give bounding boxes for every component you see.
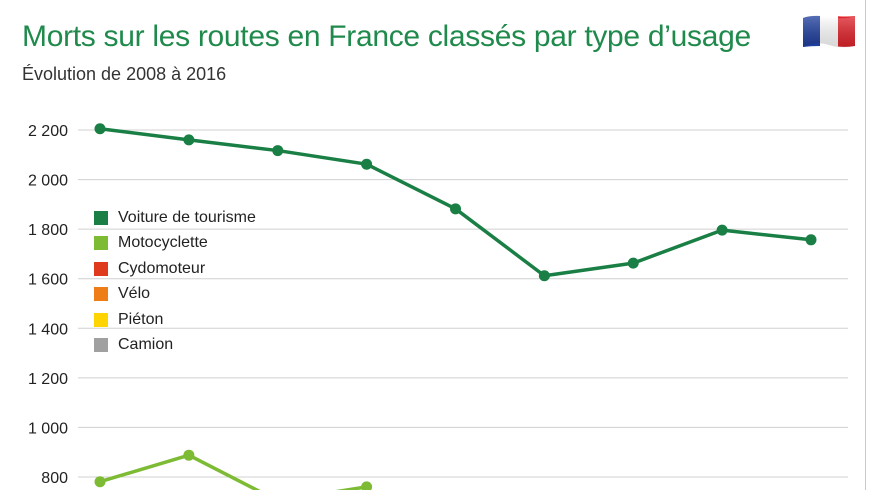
legend-swatch: [94, 261, 108, 276]
legend-swatch: [94, 338, 108, 353]
data-point-voiture-de-tourisme: [538, 270, 550, 282]
legend-item-pieton: Piéton: [94, 307, 256, 333]
legend-swatch: [94, 210, 108, 225]
chart-legend: Voiture de tourisme Motocyclette Cydomot…: [94, 205, 256, 358]
data-point-motocyclette: [361, 481, 373, 490]
data-point-motocyclette: [183, 449, 195, 461]
y-tick-label: 1 600: [28, 272, 68, 289]
legend-item-motocyclette: Motocyclette: [94, 231, 256, 257]
legend-swatch: [94, 287, 108, 302]
y-tick-label: 800: [41, 470, 68, 487]
y-tick-label: 2 200: [28, 123, 68, 140]
y-tick-label: 1 400: [28, 321, 68, 338]
data-point-voiture-de-tourisme: [450, 203, 461, 215]
legend-swatch: [94, 236, 108, 251]
legend-item-camion: Camion: [94, 333, 256, 359]
legend-swatch: [94, 312, 108, 327]
legend-item-cyclomoteur: Cydomoteur: [94, 256, 256, 282]
data-point-voiture-de-tourisme: [361, 158, 373, 170]
data-point-voiture-de-tourisme: [94, 123, 106, 135]
legend-label: Piéton: [118, 310, 164, 328]
y-tick-label: 1 800: [28, 222, 68, 239]
legend-item-velo: Vélo: [94, 282, 256, 308]
y-tick-label: 1 200: [28, 371, 68, 388]
chart-subtitle: Évolution de 2008 à 2016: [22, 64, 227, 84]
legend-label: Voiture de tourisme: [118, 208, 256, 226]
data-point-voiture-de-tourisme: [716, 224, 728, 236]
data-point-voiture-de-tourisme: [805, 234, 817, 246]
legend-label: Cydomoteur: [118, 259, 206, 277]
data-point-voiture-de-tourisme: [183, 134, 195, 146]
y-tick-label: 1 000: [28, 420, 68, 437]
legend-item-voiture: Voiture de tourisme: [94, 205, 256, 231]
legend-label: Motocyclette: [118, 234, 208, 252]
series-line-motocyclette: [99, 453, 367, 490]
legend-label: Vélo: [118, 285, 151, 303]
data-point-voiture-de-tourisme: [272, 145, 284, 157]
france-flag-icon: [803, 15, 855, 48]
y-tick-label: 2 000: [28, 173, 68, 190]
legend-label: Camion: [118, 336, 174, 354]
chart-title: Morts sur les routes en France classés p…: [22, 20, 751, 53]
data-point-voiture-de-tourisme: [627, 257, 639, 269]
data-point-motocyclette: [94, 476, 106, 488]
